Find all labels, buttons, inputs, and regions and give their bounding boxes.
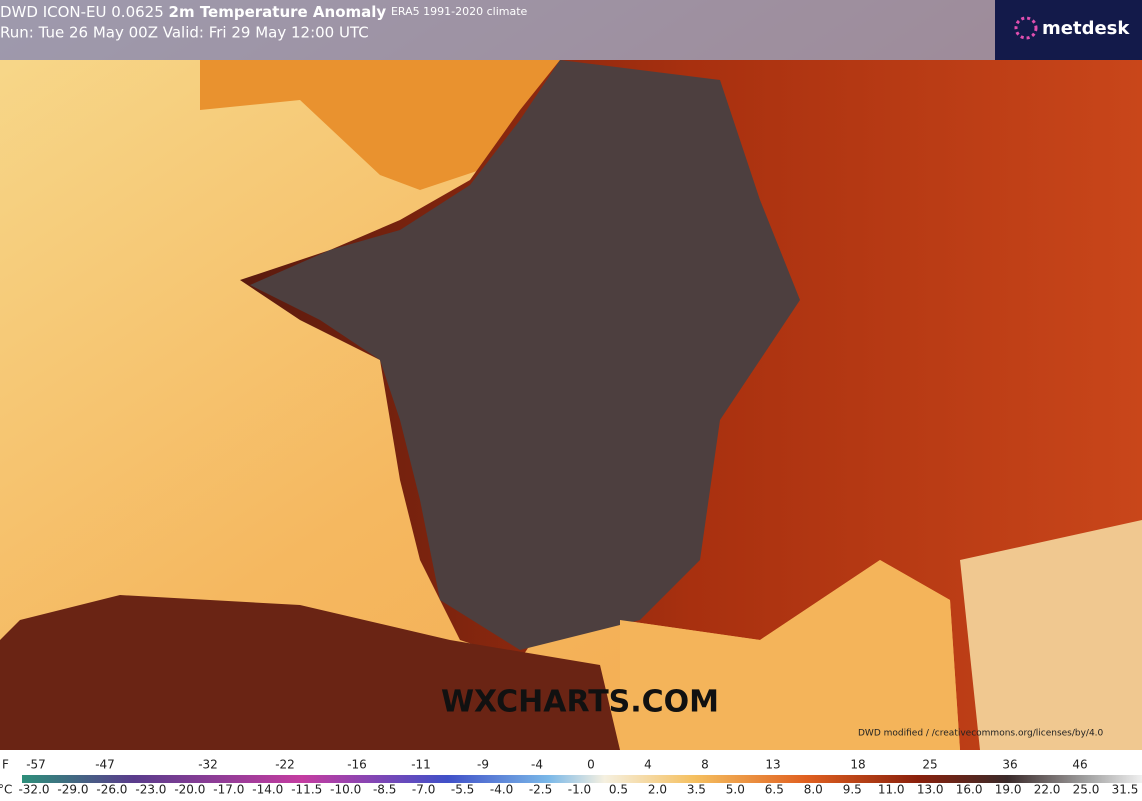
f-label: -16 — [347, 758, 367, 772]
f-label: -22 — [275, 758, 295, 772]
logo-icon — [1014, 16, 1038, 40]
iberia — [0, 595, 620, 750]
c-label: 11.0 — [878, 783, 905, 797]
f-label: 46 — [1072, 758, 1087, 772]
c-label: -14.0 — [252, 783, 283, 797]
c-label: -7.0 — [412, 783, 435, 797]
c-label: 8.0 — [804, 783, 823, 797]
c-label: -26.0 — [96, 783, 127, 797]
f-unit: F — [2, 758, 9, 772]
logo-box — [995, 0, 1142, 60]
c-label: -29.0 — [57, 783, 88, 797]
italy — [960, 520, 1142, 750]
c-label: 2.0 — [648, 783, 667, 797]
f-label: 8 — [701, 758, 709, 772]
c-unit: °C — [0, 783, 12, 797]
c-label: 25.0 — [1073, 783, 1100, 797]
c-label: -11.5 — [291, 783, 322, 797]
climate-ref: ERA5 1991-2020 climate — [391, 5, 528, 18]
run-info: Run: Tue 26 May 00Z Valid: Fri 29 May 12… — [0, 24, 369, 42]
logo-text: metdesk — [1042, 18, 1130, 39]
f-label: -57 — [26, 758, 46, 772]
c-label: 6.5 — [765, 783, 784, 797]
england — [200, 60, 560, 190]
c-label: 3.5 — [687, 783, 706, 797]
f-label: 4 — [644, 758, 652, 772]
c-label: 13.0 — [917, 783, 944, 797]
f-label: -32 — [198, 758, 218, 772]
model-name: DWD ICON-EU 0.0625 — [0, 3, 164, 21]
c-label: 19.0 — [995, 783, 1022, 797]
c-label: -5.5 — [451, 783, 474, 797]
c-labels: -32.0 -29.0 -26.0 -23.0 -20.0 -17.0 -14.0 -11.5… — [18, 783, 1138, 797]
watermark: WXCHARTS.COM — [441, 685, 719, 720]
f-label: -11 — [411, 758, 431, 772]
c-label: -20.0 — [174, 783, 205, 797]
f-label: -4 — [531, 758, 543, 772]
c-label: -8.5 — [373, 783, 396, 797]
f-label: 13 — [765, 758, 780, 772]
c-label: -17.0 — [213, 783, 244, 797]
field-name: 2m Temperature Anomaly — [169, 3, 387, 21]
c-label: 0.5 — [609, 783, 628, 797]
c-label: -32.0 — [18, 783, 49, 797]
c-label: -10.0 — [330, 783, 361, 797]
c-label: 9.5 — [843, 783, 862, 797]
legend-bg — [0, 750, 1142, 797]
f-label: -9 — [477, 758, 489, 772]
mediterranean — [620, 560, 960, 750]
c-label: 16.0 — [956, 783, 983, 797]
f-labels: -57 -47 -32 -22 -16 -11 -9 -4 0 4 8 13 18 25 36 46 — [26, 758, 1087, 772]
f-label: 18 — [850, 758, 865, 772]
f-label: 0 — [587, 758, 595, 772]
c-label: -23.0 — [135, 783, 166, 797]
attribution: DWD modified / /creativecommons.org/lice… — [858, 729, 1104, 739]
f-label: -47 — [95, 758, 115, 772]
header-band — [0, 0, 1142, 60]
c-label: 5.0 — [726, 783, 745, 797]
f-label: 36 — [1002, 758, 1017, 772]
c-label: -2.5 — [529, 783, 552, 797]
c-label: 22.0 — [1034, 783, 1061, 797]
c-label: -1.0 — [568, 783, 591, 797]
c-label: -4.0 — [490, 783, 513, 797]
c-label: 31.5 — [1112, 783, 1139, 797]
f-label: 25 — [922, 758, 937, 772]
color-bar — [22, 775, 1142, 783]
france — [250, 60, 800, 650]
header-title: DWD ICON-EU 0.0625 2m Temperature Anomal… — [0, 3, 528, 21]
